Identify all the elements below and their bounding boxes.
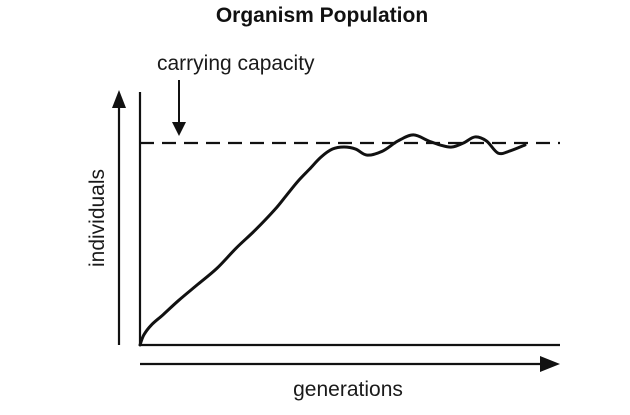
carrying-capacity-pointer-arrowhead [172,122,186,136]
x-axis-arrowhead [540,356,560,372]
chart-title: Organism Population [216,4,428,27]
population-curve [138,133,527,347]
y-axis-arrowhead [112,90,126,108]
y-axis-label: individuals [86,169,109,267]
carrying-capacity-label: carrying capacity [157,52,315,75]
series-group [138,133,527,347]
x-axis-label: generations [293,378,403,401]
